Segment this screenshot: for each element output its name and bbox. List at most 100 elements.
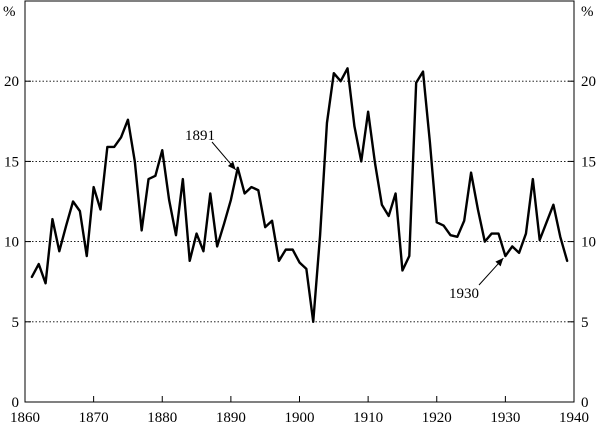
x-tick-label-1890: 1890 [216,410,246,426]
data-point-1905 [333,72,335,74]
data-point-1894 [257,189,260,192]
data-point-1862 [37,263,40,265]
data-point-1937 [552,203,555,206]
data-point-1923 [456,235,459,238]
data-point-1919 [429,141,431,143]
data-point-1877 [140,229,143,232]
annotation-1891-arrowhead [227,161,236,170]
data-point-1882 [175,234,177,236]
data-point-1893 [250,186,253,188]
data-point-1886 [202,250,205,253]
data-point-1888 [216,245,218,248]
y-tick-label-right-20: 20 [581,74,596,90]
x-tick-label-1910: 1910 [353,410,383,426]
y-tick-label-right-5: 5 [581,315,589,331]
annotation-1930-arrowhead [495,258,504,267]
data-point-1930 [504,255,507,257]
data-point-1887 [209,192,212,195]
axis-ticks [24,80,575,403]
data-point-1926 [477,208,479,211]
data-point-1878 [147,178,150,180]
data-point-1913 [387,215,390,217]
y-tick-label-left-10: 10 [4,235,19,251]
y-tick-label-left-5: 5 [12,315,20,331]
data-point-1916 [408,255,411,257]
left-unit-label: % [3,4,16,20]
y-tick-label-left-15: 15 [4,154,19,170]
data-point-1917 [415,82,417,84]
data-point-1908 [353,125,356,127]
data-point-1865 [58,250,61,253]
annotation-1891-label: 1891 [185,128,215,144]
data-point-1909 [360,160,363,163]
data-point-1891 [236,167,239,169]
data-point-1921 [442,224,445,227]
y-tick-label-right-10: 10 [581,235,596,251]
data-point-1881 [168,199,170,201]
data-point-1867 [72,200,74,203]
data-point-1925 [470,171,472,174]
data-point-1932 [518,252,520,254]
data-point-1871 [99,208,102,211]
data-point-1911 [374,162,376,164]
data-point-1864 [51,218,54,220]
data-point-1924 [463,219,466,222]
y-tick-label-left-0: 0 [12,395,20,411]
data-point-1874 [120,136,122,139]
x-tick-label-1900: 1900 [285,410,315,426]
x-tick-label-1920: 1920 [422,410,452,426]
data-point-1904 [326,122,328,124]
data-point-1876 [134,160,136,163]
data-point-1920 [435,221,438,224]
data-point-1885 [195,232,198,235]
data-point-1872 [106,146,109,148]
data-point-1880 [161,149,164,151]
data-point-1899 [291,248,294,251]
data-point-1870 [92,186,95,188]
data-point-1863 [44,282,47,285]
data-point-1914 [394,192,397,195]
data-point-1915 [401,269,404,272]
data-point-1897 [278,260,280,262]
data-point-1931 [511,245,514,248]
series-points [31,67,568,323]
y-tick-label-right-0: 0 [581,395,589,411]
data-point-1890 [230,199,232,201]
data-point-1895 [264,226,266,228]
series-line [30,67,569,323]
plot-frame [24,0,575,403]
y-tick-label-left-20: 20 [4,74,19,90]
data-point-1898 [284,248,287,251]
data-point-1861 [31,276,33,278]
x-tick-label-1860: 1860 [10,410,40,426]
x-tick-label-1870: 1870 [79,410,109,426]
data-point-1892 [243,192,246,195]
data-point-1884 [188,260,191,262]
data-point-1927 [483,240,486,243]
data-point-1907 [346,67,349,70]
data-point-1936 [545,221,548,224]
data-point-1922 [449,234,452,236]
data-point-1906 [339,80,342,82]
data-point-1910 [367,110,369,113]
y-tick-label-right-15: 15 [581,154,596,170]
data-point-1875 [127,118,129,121]
annotation-1930-label: 1930 [449,286,479,302]
gridlines [25,80,574,323]
x-tick-label-1940: 1940 [559,410,589,426]
data-point-1938 [559,235,562,238]
data-point-1933 [525,232,527,235]
data-point-1929 [497,232,500,235]
data-point-1934 [532,178,534,180]
data-point-1901 [305,268,308,270]
right-unit-label: % [581,4,594,20]
data-point-1903 [319,234,321,236]
annotation-1930: 1930 [449,257,504,302]
data-point-1902 [312,321,315,323]
data-point-1918 [422,70,424,73]
annotation-1891: 1891 [185,128,237,171]
data-point-1912 [381,203,383,206]
x-tick-label-1930: 1930 [490,410,520,426]
